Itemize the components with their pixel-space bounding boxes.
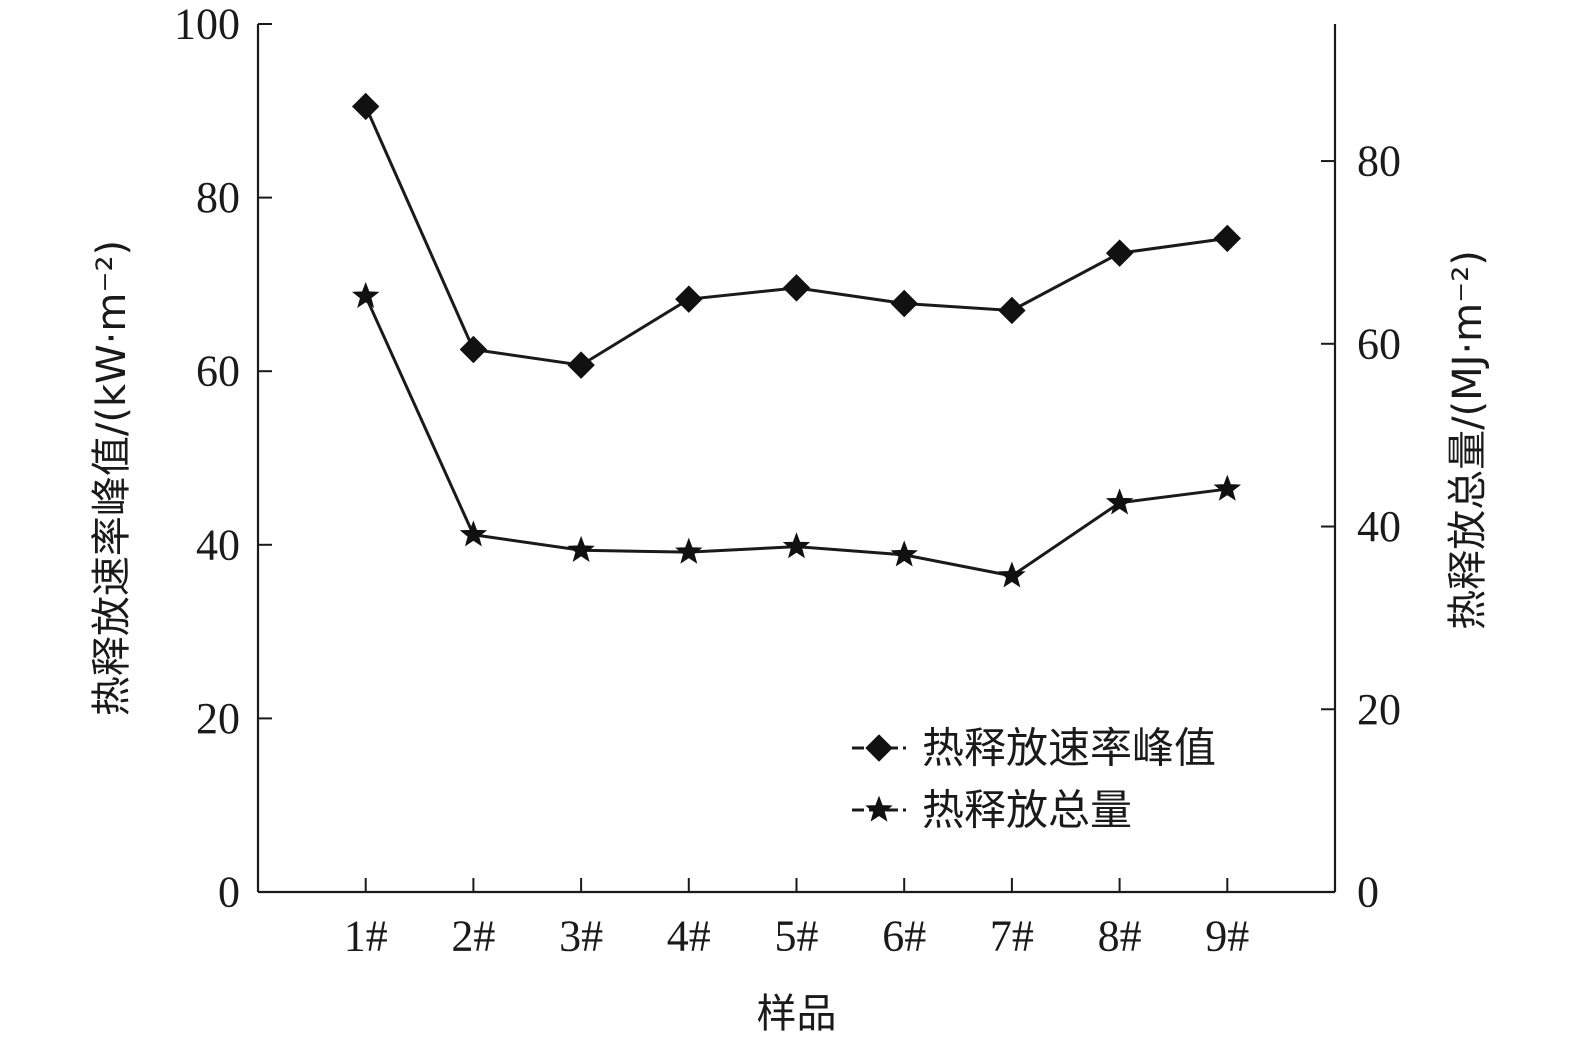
legend-label: 热释放速率峰值	[922, 724, 1216, 773]
y-left-tick-label: 60	[196, 347, 240, 396]
y-axis-right-title: 热释放总量/(MJ·m⁻²)	[1445, 250, 1491, 630]
x-tick-label: 1#	[344, 912, 388, 961]
data-point-star	[1105, 488, 1134, 515]
y-right-tick-label: 0	[1357, 868, 1379, 917]
x-tick-label: 4#	[667, 912, 711, 961]
data-point-star	[1213, 474, 1242, 501]
data-point-diamond	[567, 351, 595, 379]
x-tick-label: 5#	[775, 912, 819, 961]
series-1-line	[364, 105, 1228, 367]
y-axis-left-title: 热释放速率峰值/(kW·m⁻²)	[89, 240, 135, 716]
x-axis-title: 样品	[757, 991, 837, 1037]
data-point-star	[351, 281, 380, 308]
y-left-tick-label: 40	[196, 520, 240, 569]
y-right-tick-label: 40	[1357, 502, 1401, 551]
data-point-star	[890, 540, 918, 567]
y-left-tick-label: 100	[174, 0, 240, 49]
x-tick-label: 6#	[882, 912, 926, 961]
y-right-tick-label: 20	[1357, 685, 1401, 734]
legend-label: 热释放总量	[922, 786, 1132, 835]
legend-item-2: 热释放总量	[852, 786, 1132, 835]
series-2	[351, 281, 1242, 588]
data-point-diamond	[1213, 224, 1242, 253]
axes: 0 20 40 60 80 100 0 20 40 60 80 1# 2# 3# 4# 5# 6# 7# 8# 9#	[174, 0, 1401, 961]
data-point-diamond	[998, 296, 1026, 325]
data-point-star	[998, 561, 1026, 588]
legend-star-icon	[865, 795, 893, 822]
series-1	[351, 92, 1242, 379]
data-point-diamond	[351, 92, 380, 121]
x-tick-label: 9#	[1205, 912, 1249, 961]
data-point-diamond	[459, 335, 488, 364]
y-left-tick-label: 80	[196, 173, 240, 222]
data-point-star	[782, 532, 811, 559]
legend-diamond-icon	[865, 734, 893, 762]
data-point-star	[459, 520, 488, 547]
y-right-tick-label: 60	[1357, 319, 1401, 368]
y-right-tick-label: 80	[1357, 137, 1401, 186]
legend-item-1: 热释放速率峰值	[852, 724, 1216, 773]
x-tick-label: 3#	[559, 912, 603, 961]
data-point-diamond	[782, 274, 811, 302]
y-left-tick-label: 20	[196, 694, 240, 743]
data-point-star	[675, 537, 703, 564]
series-layer	[351, 92, 1242, 588]
data-point-diamond	[890, 289, 918, 318]
data-point-diamond	[675, 285, 703, 313]
data-point-star	[567, 535, 595, 562]
x-tick-label: 7#	[990, 912, 1034, 961]
y-left-tick-label: 0	[218, 868, 240, 917]
data-point-diamond	[1105, 239, 1134, 267]
x-tick-label: 2#	[451, 912, 495, 961]
x-tick-label: 8#	[1098, 912, 1142, 961]
